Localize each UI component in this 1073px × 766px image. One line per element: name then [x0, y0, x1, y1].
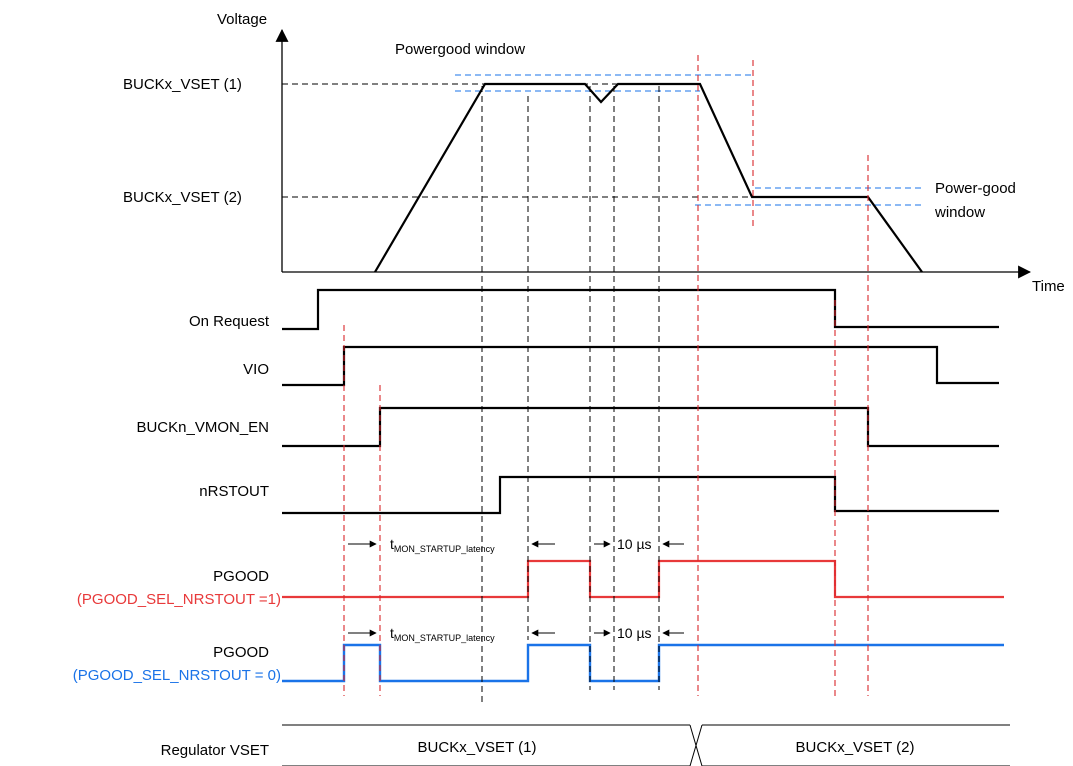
pgood-red-condition-label: (PGOOD_SEL_NRSTOUT =1): [77, 591, 281, 608]
vset1-label: BUCKx_VSET (1): [123, 76, 242, 93]
pg-window-right-label-2: window: [934, 204, 985, 221]
delay-10us-blue: 10 µs: [617, 625, 652, 641]
pgood-red-waveform: [282, 559, 1004, 599]
pg-window-right-label-1: Power-good: [935, 180, 1016, 197]
t-latency-blue-main: t: [390, 625, 394, 641]
nrstout-label: nRSTOUT: [199, 483, 269, 500]
vmon-en-label: BUCKn_VMON_EN: [136, 419, 269, 436]
delay-10us-red: 10 µs: [617, 536, 652, 552]
nrstout-waveform: [282, 475, 999, 515]
regulator-vset-label: Regulator VSET: [161, 742, 269, 759]
vio-waveform: [282, 345, 999, 387]
regulator-vset-bus: [282, 724, 1010, 766]
latency-annotation-blue: tMON_STARTUP_latency: [348, 625, 555, 643]
t-latency-blue-sub: MON_STARTUP_latency: [394, 633, 495, 643]
regulator-vset-segment-2: BUCKx_VSET (2): [796, 739, 915, 756]
pgood-blue-condition-label: (PGOOD_SEL_NRSTOUT = 0): [73, 667, 281, 684]
vset2-label: BUCKx_VSET (2): [123, 189, 242, 206]
x-axis-label: Time: [1032, 278, 1065, 295]
t-latency-red-main: t: [390, 536, 394, 552]
vmon-en-waveform: [282, 406, 999, 448]
y-axis-label: Voltage: [217, 11, 267, 28]
t-latency-red-sub: MON_STARTUP_latency: [394, 544, 495, 554]
voltage-waveform: [374, 82, 923, 273]
pgood-red-label: PGOOD: [213, 568, 269, 585]
on-request-label: On Request: [189, 313, 270, 330]
svg-text:tMON_STARTUP_latency: tMON_STARTUP_latency: [390, 625, 495, 643]
svg-text:tMON_STARTUP_latency: tMON_STARTUP_latency: [390, 536, 495, 554]
pgood-blue-waveform: [282, 643, 1004, 683]
latency-annotation-red: tMON_STARTUP_latency: [348, 536, 555, 554]
pgood-blue-label: PGOOD: [213, 644, 269, 661]
vio-label: VIO: [243, 361, 269, 378]
on-request-waveform: [282, 288, 999, 331]
delay-10us-annotation-red: 10 µs: [594, 536, 684, 552]
delay-10us-annotation-blue: 10 µs: [594, 625, 684, 641]
pg-window-top-label: Powergood window: [395, 41, 525, 58]
regulator-vset-segment-1: BUCKx_VSET (1): [418, 739, 537, 756]
